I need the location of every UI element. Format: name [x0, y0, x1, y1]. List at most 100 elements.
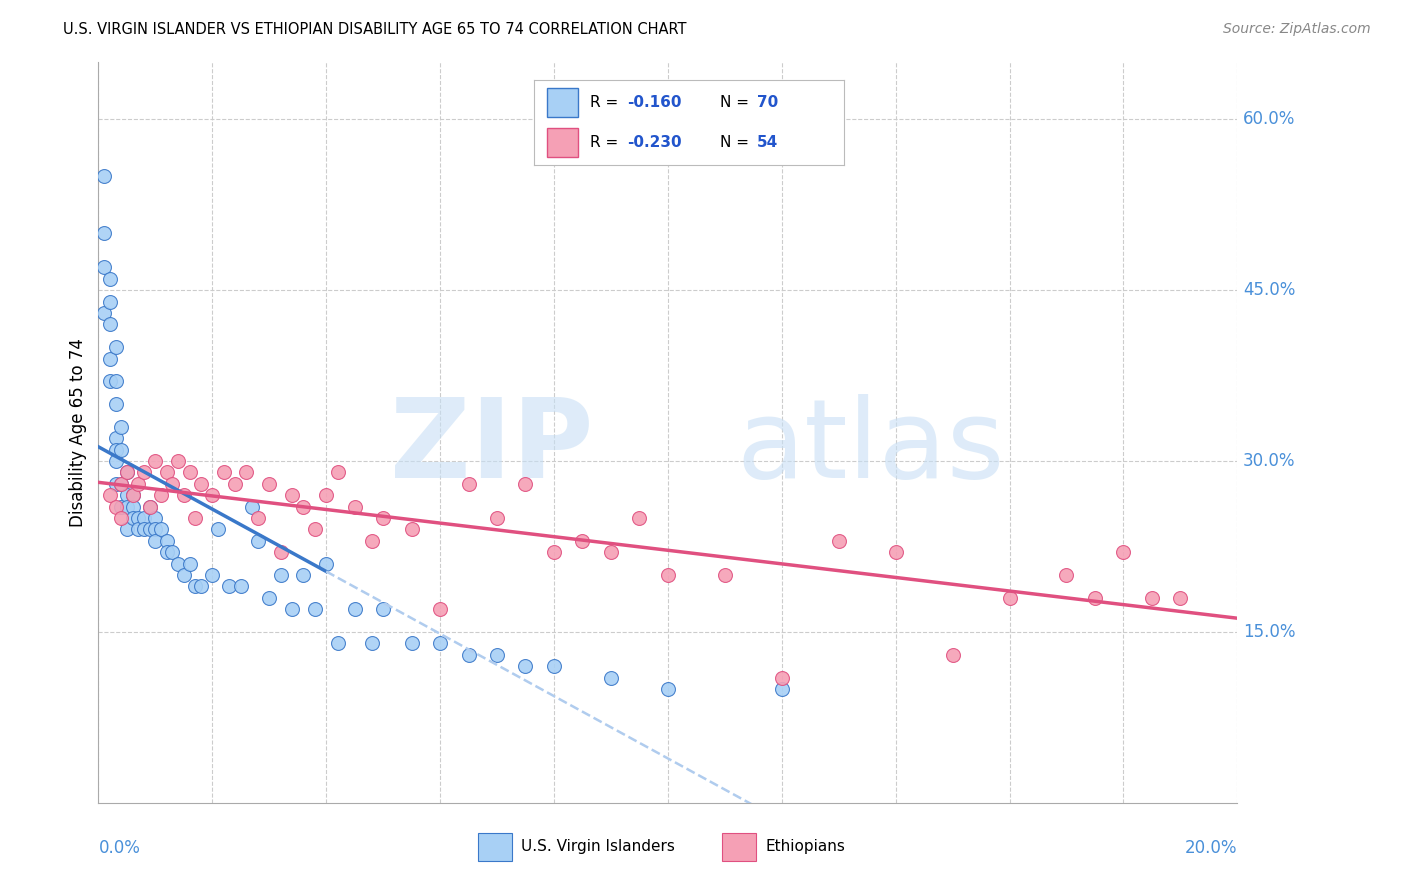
Text: 45.0%: 45.0% — [1243, 281, 1295, 299]
Point — [235, 466, 257, 480]
Point — [167, 557, 190, 571]
Point — [259, 476, 281, 491]
Point — [127, 476, 149, 491]
Point — [184, 511, 207, 525]
Point — [93, 227, 115, 241]
Point — [104, 431, 127, 445]
Point — [110, 476, 132, 491]
Point — [190, 579, 212, 593]
Point — [486, 648, 509, 662]
Point — [127, 511, 149, 525]
Point — [93, 306, 115, 320]
Point — [156, 545, 179, 559]
Text: Ethiopians: Ethiopians — [765, 839, 845, 855]
Bar — [478, 833, 512, 861]
Text: 20.0%: 20.0% — [1185, 839, 1237, 857]
Text: 60.0%: 60.0% — [1243, 111, 1295, 128]
Point — [93, 260, 115, 275]
Point — [240, 500, 263, 514]
Text: -0.230: -0.230 — [627, 135, 682, 150]
Point — [145, 533, 167, 548]
Text: 70: 70 — [756, 95, 779, 110]
Point — [315, 557, 337, 571]
Point — [360, 533, 382, 548]
Point — [150, 523, 173, 537]
Point — [190, 476, 212, 491]
Text: N =: N = — [720, 95, 754, 110]
Point — [104, 397, 127, 411]
Point — [714, 568, 737, 582]
Point — [281, 602, 304, 616]
Point — [373, 511, 395, 525]
Point — [628, 511, 651, 525]
Point — [115, 523, 138, 537]
Point — [270, 568, 292, 582]
Point — [156, 533, 179, 548]
Point — [304, 523, 326, 537]
Point — [212, 466, 235, 480]
Point — [1056, 568, 1078, 582]
Point — [162, 476, 184, 491]
Point — [115, 488, 138, 502]
Point — [179, 557, 201, 571]
Point — [600, 545, 623, 559]
Point — [115, 500, 138, 514]
Point — [224, 476, 246, 491]
Text: N =: N = — [720, 135, 754, 150]
Point — [218, 579, 240, 593]
Point — [600, 671, 623, 685]
Point — [145, 523, 167, 537]
Text: R =: R = — [591, 135, 623, 150]
Point — [110, 420, 132, 434]
Point — [246, 533, 269, 548]
Point — [104, 476, 127, 491]
Point — [246, 511, 269, 525]
Text: 54: 54 — [756, 135, 779, 150]
Point — [184, 579, 207, 593]
Point — [543, 659, 565, 673]
Point — [998, 591, 1021, 605]
Point — [98, 375, 121, 389]
Point — [156, 466, 179, 480]
Point — [98, 488, 121, 502]
Point — [401, 636, 423, 650]
Text: ZIP: ZIP — [391, 394, 593, 501]
Point — [360, 636, 382, 650]
Point — [259, 591, 281, 605]
Point — [201, 488, 224, 502]
Text: Source: ZipAtlas.com: Source: ZipAtlas.com — [1223, 22, 1371, 37]
Point — [304, 602, 326, 616]
Point — [942, 648, 965, 662]
Text: U.S. VIRGIN ISLANDER VS ETHIOPIAN DISABILITY AGE 65 TO 74 CORRELATION CHART: U.S. VIRGIN ISLANDER VS ETHIOPIAN DISABI… — [63, 22, 686, 37]
Point — [162, 545, 184, 559]
Point — [98, 318, 121, 332]
Point — [121, 500, 143, 514]
Text: 0.0%: 0.0% — [98, 839, 141, 857]
Point — [457, 648, 479, 662]
Point — [270, 545, 292, 559]
Point — [657, 681, 679, 696]
Point — [770, 681, 793, 696]
Point — [1170, 591, 1192, 605]
Point — [281, 488, 304, 502]
Bar — [547, 128, 578, 157]
Point — [121, 511, 143, 525]
Point — [457, 476, 479, 491]
Point — [121, 488, 143, 502]
Point — [110, 442, 132, 457]
Point — [121, 488, 143, 502]
Point — [828, 533, 851, 548]
Point — [138, 500, 160, 514]
Point — [343, 500, 366, 514]
Point — [1140, 591, 1163, 605]
Point — [201, 568, 224, 582]
Point — [515, 476, 537, 491]
Point — [104, 500, 127, 514]
Point — [173, 568, 195, 582]
Point — [104, 340, 127, 354]
Point — [110, 476, 132, 491]
Point — [292, 500, 315, 514]
Text: atlas: atlas — [737, 394, 1005, 501]
Text: -0.160: -0.160 — [627, 95, 682, 110]
Y-axis label: Disability Age 65 to 74: Disability Age 65 to 74 — [69, 338, 87, 527]
